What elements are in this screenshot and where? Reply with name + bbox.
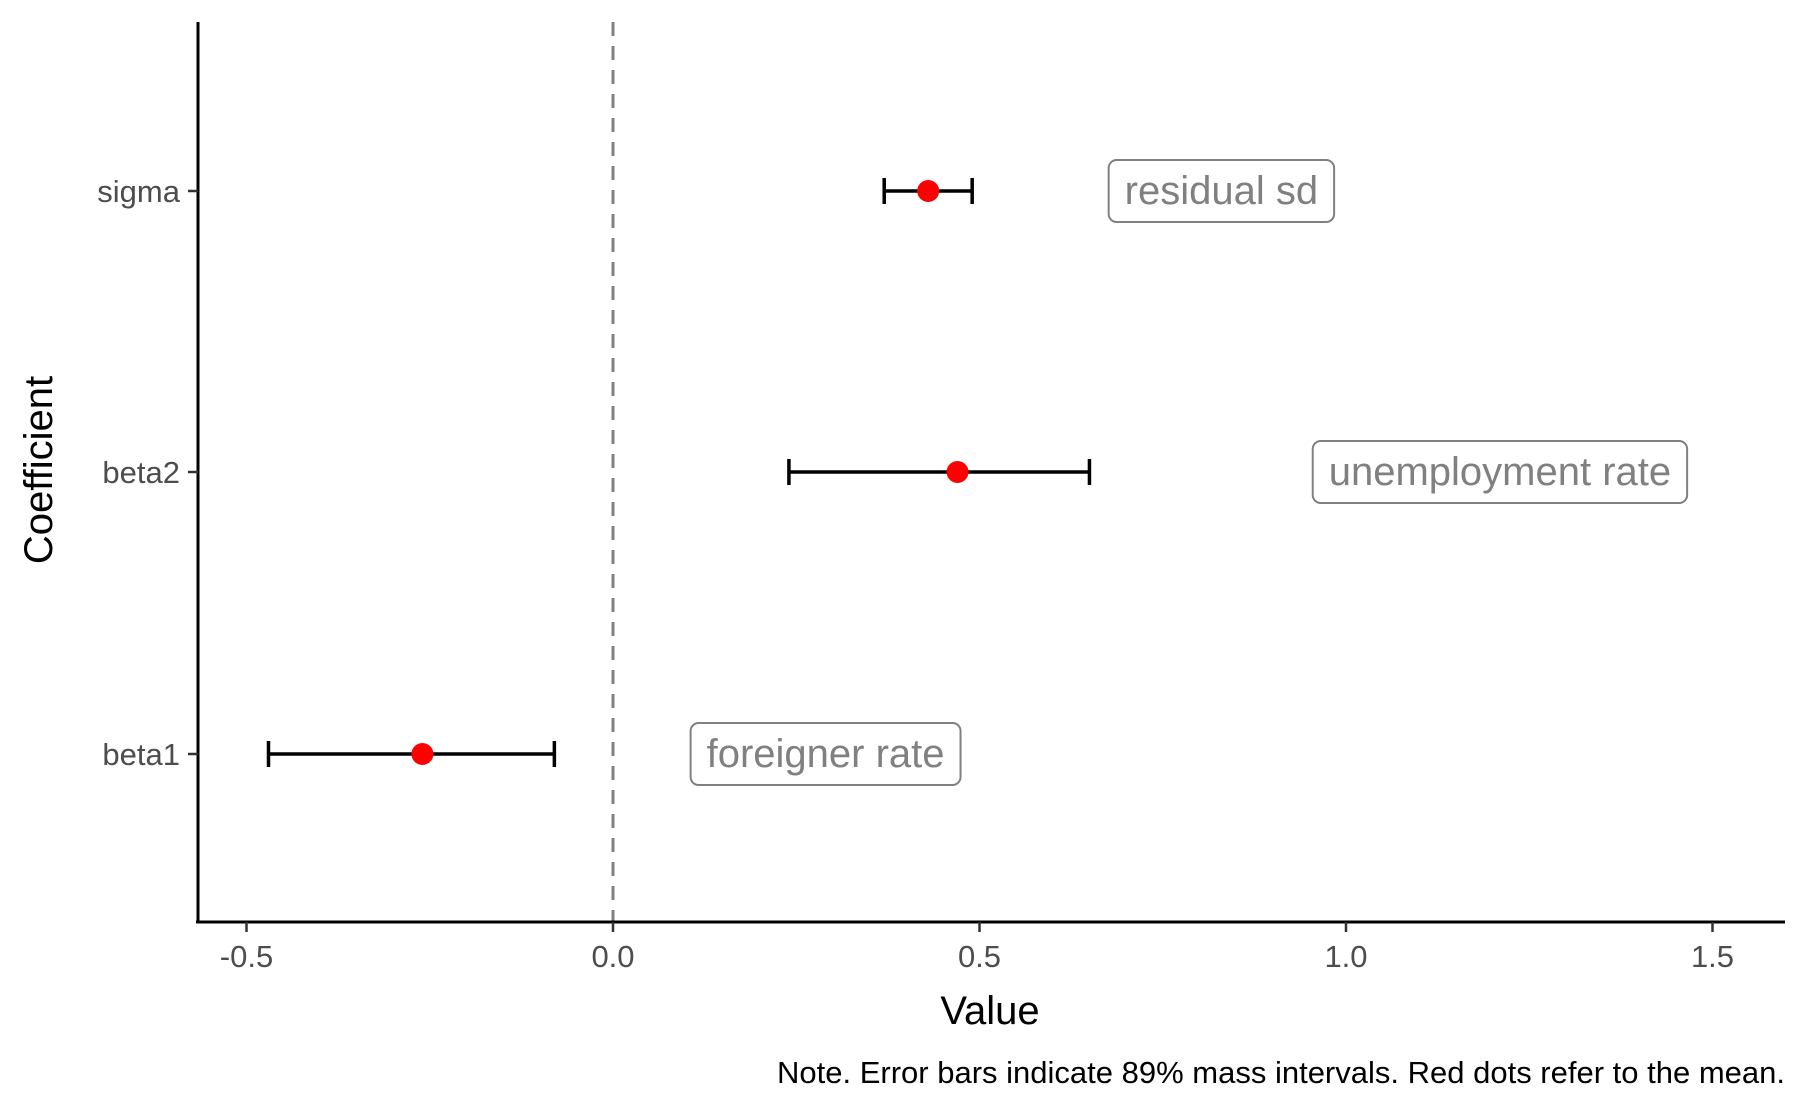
mean-point <box>411 743 434 765</box>
mean-point <box>946 461 969 483</box>
coefficient-label: unemployment rate <box>1329 450 1671 494</box>
y-tick-label: sigma <box>97 174 180 209</box>
x-axis-label: Value <box>940 989 1039 1033</box>
x-tick-label: 1.0 <box>1324 939 1367 974</box>
coefficient-row-beta2: unemployment rate <box>787 440 1689 504</box>
coefficient-row-sigma: residual sd <box>882 159 1336 223</box>
coefficient-label: foreigner rate <box>707 732 945 776</box>
coefficient-label-box <box>1107 159 1336 223</box>
y-tick-label: beta1 <box>102 737 180 772</box>
chart-caption: Note. Error bars indicate 89% mass inter… <box>777 1055 1785 1090</box>
mean-point <box>917 180 940 202</box>
y-axis-ticks: sigma beta2 beta1 <box>97 174 198 772</box>
plot-area: residual sd unemployment rate foreigner ra… <box>266 22 1689 922</box>
x-tick-label: 0.5 <box>958 939 1001 974</box>
x-tick-label: -0.5 <box>220 939 273 974</box>
x-axis-ticks: -0.5 0.0 0.5 1.0 1.5 <box>220 922 1734 974</box>
coefficient-label-box <box>1311 440 1689 504</box>
coefficient-label-box <box>689 722 962 786</box>
x-tick-label: 1.5 <box>1691 939 1734 974</box>
coefficient-label: residual sd <box>1125 169 1318 213</box>
y-tick-label: beta2 <box>102 455 180 490</box>
y-axis-label: Coefficient <box>17 376 61 564</box>
coefficient-row-beta1: foreigner rate <box>266 722 962 786</box>
x-tick-label: 0.0 <box>591 939 634 974</box>
